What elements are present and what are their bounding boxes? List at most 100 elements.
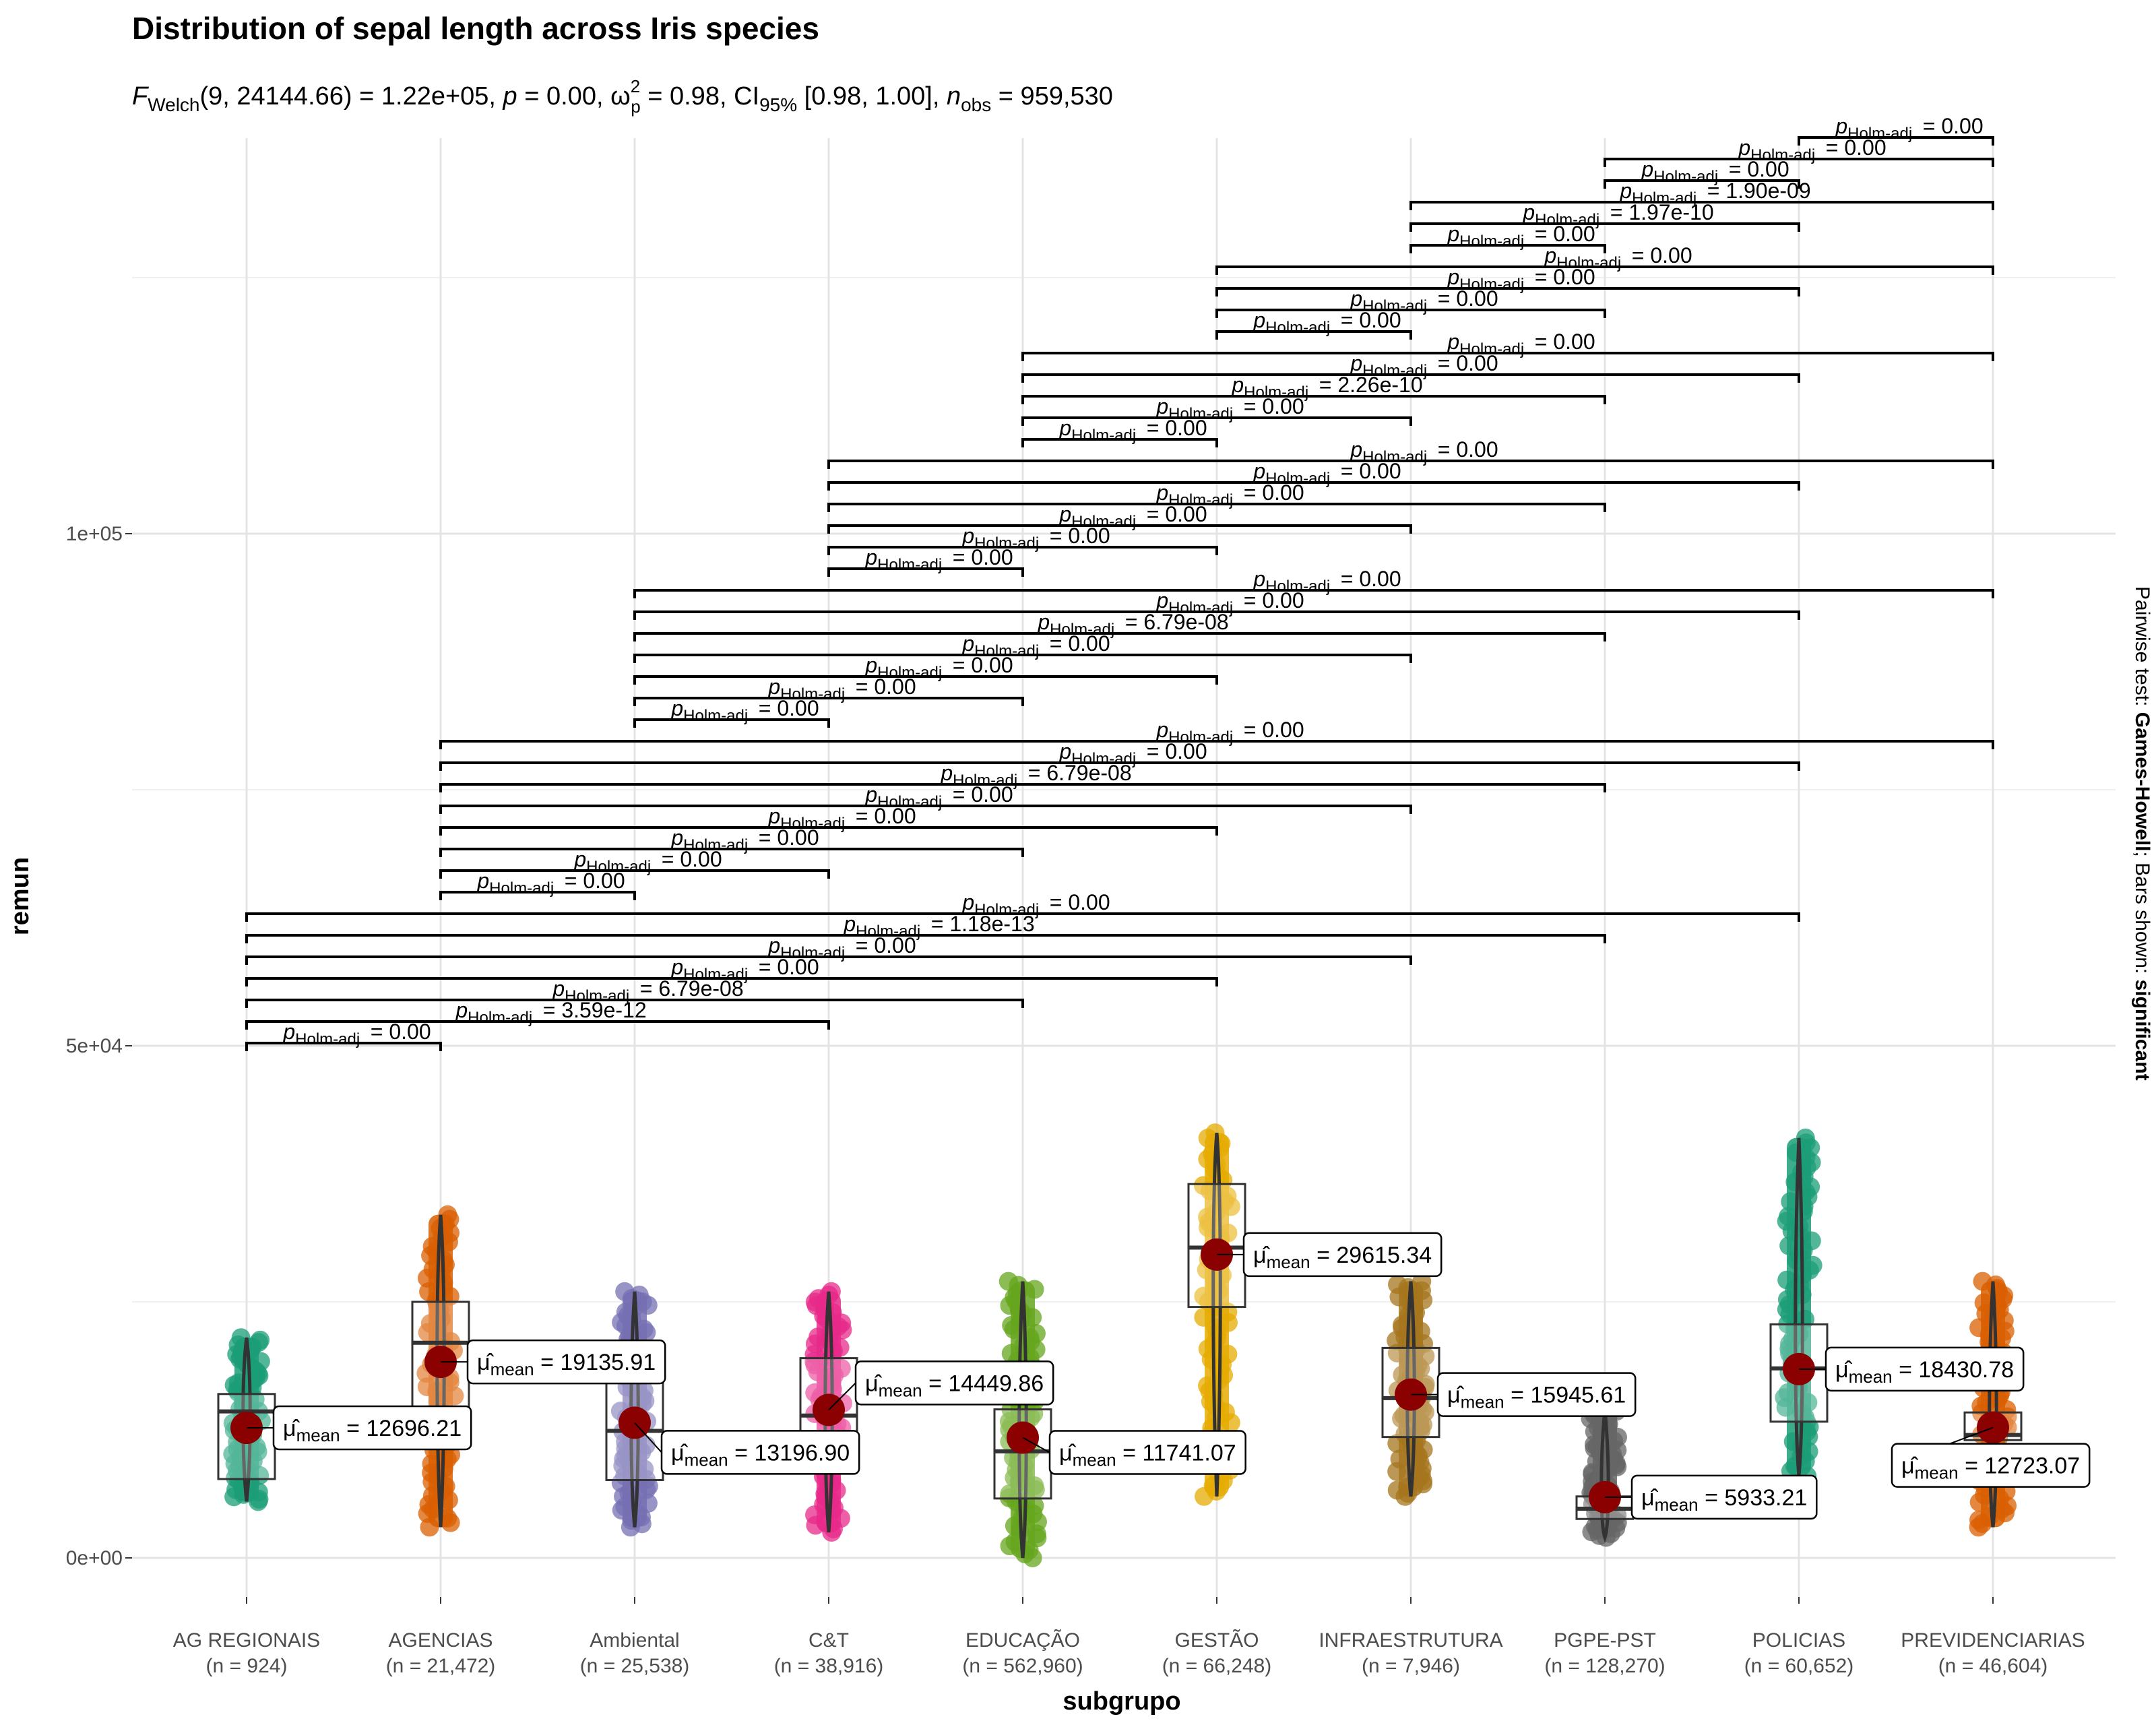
bracket-p-label: pHolm-adj. = 0.00 — [1350, 286, 1498, 315]
jitter-band — [1981, 1281, 2005, 1528]
bracket-p-label: pHolm-adj. = 1.97e-10 — [1522, 200, 1713, 229]
x-tick-label: C&T — [808, 1629, 849, 1652]
bracket-line — [1409, 222, 1800, 232]
mean-label-text: μ̂mean = 19135.91 — [477, 1350, 656, 1379]
mean-label: μ̂mean = 18430.78 — [1799, 1346, 2025, 1392]
bracket-line — [827, 481, 1800, 491]
bracket-line — [633, 697, 1024, 706]
bracket-p-label: pHolm-adj. = 0.00 — [864, 653, 1013, 682]
bracket-line — [245, 955, 1412, 965]
mean-label-text: μ̂mean = 13196.90 — [671, 1440, 850, 1470]
pairwise-bracket: pHolm-adj. = 2.26e-10 — [1021, 373, 1606, 404]
bracket-line — [1021, 416, 1412, 426]
bracket-line — [439, 848, 1024, 857]
mean-label-box — [466, 1339, 666, 1385]
pairwise-bracket: pHolm-adj. = 0.00 — [1215, 286, 1606, 318]
bracket-p-label: pHolm-adj. = 0.00 — [1447, 222, 1595, 251]
pairwise-bracket: pHolm-adj. = 0.00 — [633, 675, 1024, 706]
group-8 — [1769, 1128, 1829, 1486]
bracket-p-label: pHolm-adj. = 0.00 — [1447, 265, 1595, 294]
mean-label-text: μ̂mean = 15945.61 — [1447, 1383, 1626, 1412]
bracket-line — [1409, 201, 1994, 210]
mean-label-box — [854, 1360, 1054, 1406]
bracket-p-label: pHolm-adj. = 0.00 — [961, 524, 1110, 553]
bracket-p-label: pHolm-adj. = 0.00 — [1835, 114, 1983, 143]
bracket-p-label: pHolm-adj. = 0.00 — [767, 675, 916, 703]
bracket-line — [245, 977, 1218, 986]
bracket-p-label: pHolm-adj. = 0.00 — [1253, 459, 1401, 488]
y-tick-label: 5e+04 — [66, 1035, 123, 1057]
bracket-line — [827, 503, 1606, 512]
mean-label: μ̂mean = 29615.34 — [1217, 1232, 1442, 1278]
pairwise-bracket: pHolm-adj. = 0.00 — [827, 502, 1412, 534]
x-tick-n-label: (n = 25,538) — [580, 1655, 690, 1677]
pairwise-bracket: pHolm-adj. = 0.00 — [439, 804, 1218, 836]
pairwise-bracket: pHolm-adj. = 1.18e-13 — [245, 912, 1606, 943]
bracket-line — [633, 589, 1994, 598]
bracket-p-label: pHolm-adj. = 0.00 — [961, 631, 1110, 660]
y-axis-title: remun — [6, 857, 34, 935]
bracket-p-label: pHolm-adj. = 0.00 — [1350, 437, 1498, 466]
x-tick-n-label: (n = 924) — [206, 1655, 288, 1677]
bracket-p-label: pHolm-adj. = 0.00 — [864, 545, 1013, 574]
bracket-line — [439, 761, 1800, 771]
mean-label-box — [1242, 1232, 1442, 1278]
bracket-line — [633, 610, 1800, 620]
bracket-p-label: pHolm-adj. = 0.00 — [864, 782, 1013, 811]
violin-outline — [823, 1291, 834, 1533]
bracket-line — [245, 1020, 830, 1030]
pairwise-bracket: pHolm-adj. = 0.00 — [245, 890, 1800, 922]
pairwise-bracket: pHolm-adj. = 0.00 — [439, 847, 830, 879]
mean-label-box — [1825, 1346, 2025, 1392]
bracket-p-label: pHolm-adj. = 0.00 — [1058, 739, 1207, 768]
pairwise-bracket: pHolm-adj. = 0.00 — [633, 696, 830, 728]
pairwise-bracket: pHolm-adj. = 0.00 — [827, 545, 1024, 577]
bracket-p-label: pHolm-adj. = 0.00 — [1253, 567, 1401, 596]
jitter-band — [1205, 1133, 1229, 1497]
mean-label: μ̂mean = 19135.91 — [441, 1339, 666, 1385]
bracket-p-label: pHolm-adj. = 0.00 — [1155, 480, 1304, 509]
pairwise-bracket: pHolm-adj. = 1.90e-09 — [1409, 179, 1994, 210]
pairwise-caption: Pairwise test: Games-Howell; Bars shown:… — [2131, 586, 2153, 1081]
box — [1381, 1346, 1440, 1439]
bracket-line — [1215, 287, 1800, 296]
bracket-line — [245, 1042, 442, 1051]
pairwise-bracket: pHolm-adj. = 0.00 — [1021, 394, 1412, 426]
bracket-p-label: pHolm-adj. = 0.00 — [1155, 718, 1304, 747]
pairwise-bracket: pHolm-adj. = 0.00 — [1021, 351, 1800, 383]
pairwise-bracket: pHolm-adj. = 0.00 — [439, 718, 1994, 749]
y-tick-label: 0e+00 — [66, 1547, 123, 1569]
group-5 — [1187, 1123, 1246, 1506]
pairwise-bracket: pHolm-adj. = 0.00 — [633, 631, 1412, 663]
pairwise-bracket: pHolm-adj. = 3.59e-12 — [245, 998, 830, 1030]
x-tick-n-label: (n = 66,248) — [1162, 1655, 1272, 1677]
bracket-p-label: pHolm-adj. = 6.79e-08 — [552, 976, 743, 1005]
pairwise-bracket: pHolm-adj. = 0.00 — [827, 459, 1800, 491]
bracket-line — [633, 632, 1606, 641]
bracket-line — [633, 718, 830, 728]
bracket-p-label: pHolm-adj. = 0.00 — [1058, 416, 1207, 445]
pairwise-bracket: pHolm-adj. = 0.00 — [245, 1020, 442, 1051]
group-0 — [217, 1328, 276, 1511]
x-tick-label: PREVIDENCIARIAS — [1901, 1629, 2085, 1652]
pairwise-bracket: pHolm-adj. = 0.00 — [827, 437, 1994, 469]
mean-label-box — [272, 1405, 472, 1451]
mean-label-text: μ̂mean = 12696.21 — [283, 1416, 462, 1445]
mean-label: μ̂mean = 12696.21 — [247, 1405, 472, 1451]
x-tick-n-label: (n = 7,946) — [1362, 1655, 1460, 1677]
pairwise-bracket: pHolm-adj. = 0.00 — [1215, 308, 1412, 340]
bracket-line — [827, 546, 1218, 555]
violin-outline — [1211, 1132, 1222, 1497]
pairwise-bracket: pHolm-adj. = 0.00 — [439, 739, 1800, 771]
bracket-p-label: pHolm-adj. = 0.00 — [767, 804, 916, 833]
mean-label: μ̂mean = 12723.07 — [1891, 1426, 2091, 1488]
pairwise-bracket: pHolm-adj. = 0.00 — [1409, 222, 1606, 253]
x-tick-n-label: (n = 60,652) — [1744, 1655, 1854, 1677]
bracket-p-label: pHolm-adj. = 0.00 — [1058, 502, 1207, 531]
pairwise-bracket: pHolm-adj. = 0.00 — [1215, 243, 1994, 275]
bracket-line — [827, 567, 1024, 577]
bracket-p-label: pHolm-adj. = 1.90e-09 — [1619, 179, 1810, 208]
pairwise-bracket: pHolm-adj. = 6.79e-08 — [245, 976, 1024, 1008]
bracket-line — [1604, 179, 1800, 189]
mean-label: μ̂mean = 11741.07 — [1022, 1430, 1246, 1475]
